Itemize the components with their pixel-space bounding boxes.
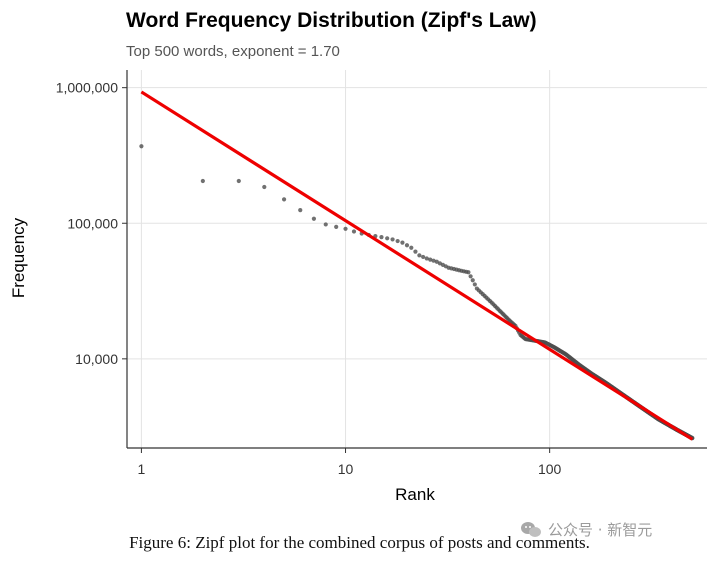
- data-point: [298, 208, 303, 213]
- data-point: [472, 282, 477, 287]
- data-point: [281, 197, 287, 202]
- data-point: [428, 257, 433, 262]
- data-point: [343, 226, 348, 231]
- data-point: [139, 144, 144, 149]
- data-point: [400, 240, 405, 245]
- grid: [127, 70, 707, 448]
- data-point: [323, 222, 328, 227]
- data-point: [200, 178, 205, 184]
- data-point: [470, 278, 475, 283]
- x-tick-label: 1: [138, 461, 146, 477]
- watermark-text: 公众号 · 新智元: [548, 521, 653, 539]
- data-point: [424, 256, 429, 261]
- data-point: [409, 245, 414, 250]
- x-tick-label: 100: [538, 461, 562, 477]
- data-point: [404, 243, 410, 248]
- x-tick-label: 10: [338, 461, 354, 477]
- data-point: [311, 216, 317, 221]
- data-point: [395, 238, 400, 244]
- zipf-fit-line: [140, 90, 694, 441]
- y-tick-label: 100,000: [67, 215, 118, 231]
- chart-subtitle: Top 500 words, exponent = 1.70: [126, 43, 340, 60]
- data-point: [468, 274, 473, 279]
- data-point: [466, 270, 471, 275]
- data-point: [421, 254, 426, 260]
- wechat-icon: [521, 521, 541, 537]
- x-axis-label: Rank: [395, 485, 435, 504]
- data-point: [417, 253, 422, 258]
- data-point: [334, 224, 339, 229]
- data-point: [431, 258, 436, 263]
- y-axis-label: Frequency: [9, 217, 28, 298]
- data-points: [139, 144, 695, 441]
- data-point: [236, 178, 241, 184]
- data-point: [351, 229, 357, 234]
- data-point: [385, 236, 390, 241]
- figure-caption: Figure 6: Zipf plot for the combined cor…: [129, 533, 590, 552]
- data-point: [262, 184, 267, 190]
- data-point: [434, 259, 439, 264]
- data-point: [379, 235, 384, 240]
- data-point: [390, 237, 395, 242]
- watermark: 公众号 · 新智元: [520, 519, 652, 540]
- axes: 1 10 100 10,000 100,000 1,000,000: [56, 70, 707, 477]
- fit-line: [140, 90, 694, 441]
- y-tick-label: 1,000,000: [56, 80, 118, 96]
- y-tick-label: 10,000: [75, 351, 118, 367]
- data-point: [413, 249, 418, 254]
- chart-title: Word Frequency Distribution (Zipf's Law): [126, 9, 537, 32]
